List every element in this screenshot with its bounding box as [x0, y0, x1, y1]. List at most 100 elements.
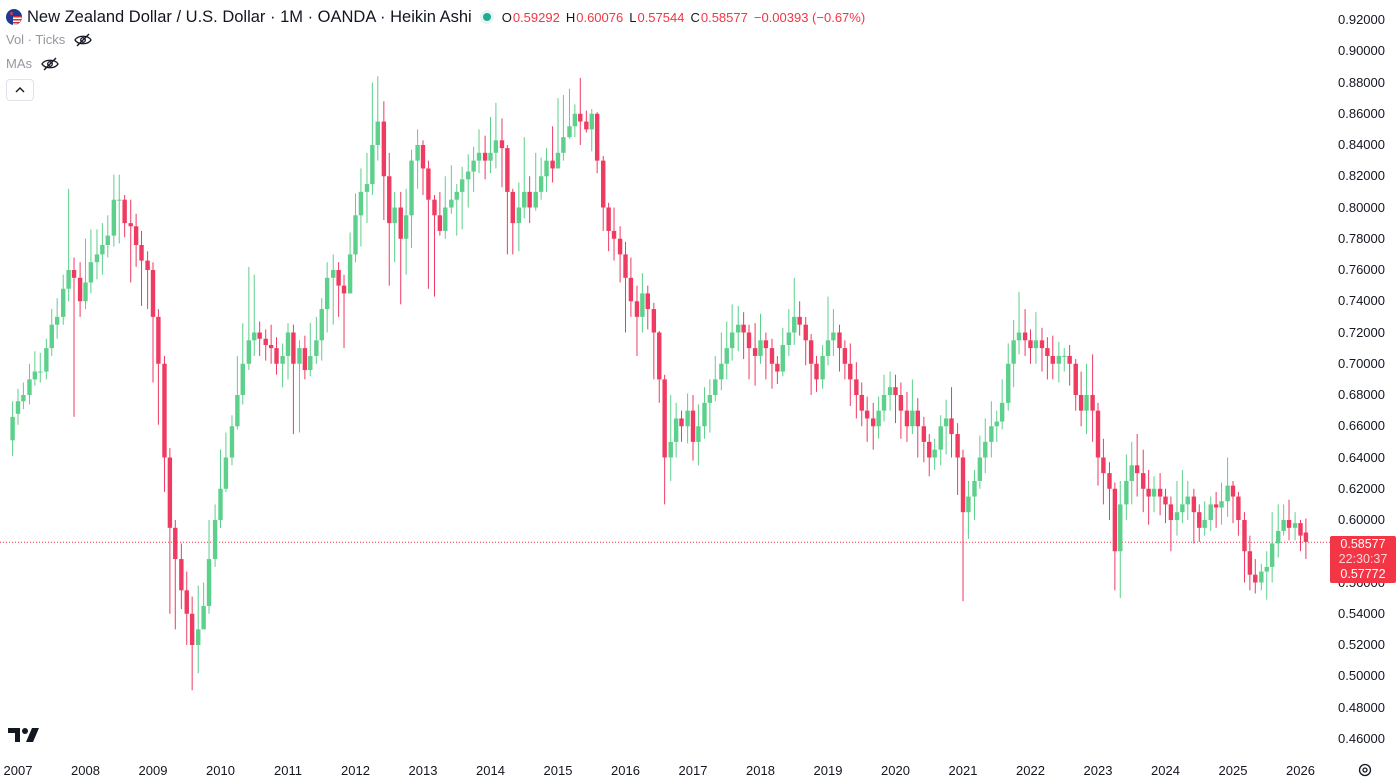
candle-body [780, 345, 785, 372]
candle-body [578, 113, 583, 122]
candle-body [983, 441, 988, 458]
candle-body [38, 371, 43, 373]
candle-body [1219, 501, 1224, 508]
candle-body [314, 340, 319, 356]
candle-body [10, 416, 15, 441]
candle-body [162, 363, 167, 458]
candle-body [432, 199, 437, 216]
market-status-icon[interactable] [479, 10, 494, 24]
last-price-label: 0.58577 22:30:37 [1330, 536, 1396, 570]
candle-body [910, 410, 915, 427]
candle-body [387, 176, 392, 224]
symbol-title[interactable]: New Zealand Dollar / U.S. Dollar · 1M · … [27, 7, 472, 26]
eye-off-icon[interactable] [74, 33, 93, 47]
candle-body [893, 387, 898, 395]
candle-body [1129, 465, 1134, 481]
candle-body [977, 457, 983, 481]
candle-body [746, 332, 752, 349]
price-tick-label: 0.62000 [1338, 480, 1385, 496]
candle-body [100, 245, 105, 255]
candle-body [297, 348, 302, 364]
candle-body [392, 207, 397, 224]
candle-body [403, 215, 409, 239]
time-tick-label: 2024 [1151, 763, 1180, 778]
candle-body [454, 191, 459, 200]
time-tick-label: 2014 [476, 763, 505, 778]
nz-us-flag-icon [6, 9, 22, 25]
candle-body [854, 379, 859, 395]
price-tick-label: 0.54000 [1338, 605, 1385, 621]
candle-body [1073, 363, 1078, 395]
candle-body [628, 277, 634, 302]
candle-body [837, 332, 842, 349]
candle-body [54, 316, 60, 325]
time-tick-label: 2015 [543, 763, 573, 778]
candle-body [606, 207, 611, 231]
close-label: C [690, 9, 700, 25]
candle-body [381, 121, 387, 177]
change-value: −0.00393 (−0.67%) [753, 9, 866, 25]
candle-body [437, 215, 443, 231]
candle-body [49, 324, 54, 349]
price-tick-label: 0.82000 [1338, 168, 1385, 184]
gear-icon[interactable] [1357, 762, 1373, 778]
candle-body [904, 410, 910, 427]
open-price-label: 0.57772 [1330, 566, 1396, 583]
candle-body [763, 340, 769, 349]
candle-body [668, 441, 673, 458]
candle-body [415, 145, 420, 161]
candle-body [1168, 504, 1174, 520]
candle-body [21, 395, 26, 402]
volume-indicator-legend[interactable]: Vol · Ticks [6, 32, 93, 47]
candle-body [223, 457, 229, 489]
candle-body [1146, 488, 1151, 497]
eye-off-icon[interactable] [41, 57, 59, 71]
candle-body [229, 426, 235, 458]
candle-body [617, 238, 623, 255]
time-tick-label: 2009 [138, 763, 168, 778]
candle-body [1124, 480, 1129, 505]
candle-body [685, 410, 690, 427]
symbol-legend[interactable]: New Zealand Dollar / U.S. Dollar · 1M · … [6, 6, 865, 28]
high-value: 0.60076 [576, 9, 624, 25]
candle-body [1303, 532, 1309, 542]
candle-body [645, 293, 650, 310]
candle-body [938, 426, 943, 450]
ma-indicator-label[interactable]: MAs [6, 56, 32, 71]
candle-body [797, 316, 802, 325]
candle-body [752, 348, 758, 356]
tradingview-logo-icon[interactable] [8, 727, 40, 743]
candle-body [572, 113, 578, 127]
candle-body [1247, 551, 1253, 575]
candle-body [915, 410, 920, 427]
price-tick-label: 0.86000 [1338, 105, 1385, 121]
candle-body [488, 152, 493, 161]
candle-body [111, 199, 117, 236]
candle-body [808, 340, 814, 364]
candle-body [871, 418, 876, 427]
candle-body [71, 270, 77, 278]
candle-body [1078, 395, 1084, 411]
candle-body [803, 324, 808, 341]
candle-body [550, 160, 555, 169]
candle-body [466, 171, 471, 180]
candle-body [88, 262, 94, 283]
candle-body [611, 230, 617, 239]
volume-indicator-label[interactable]: Vol · Ticks [6, 32, 66, 47]
candle-body [640, 293, 645, 317]
candle-body [1118, 504, 1123, 552]
collapse-legend-button[interactable] [6, 79, 34, 101]
price-tick-label: 0.72000 [1338, 324, 1385, 340]
candle-body [825, 340, 831, 356]
candle-body [533, 191, 538, 208]
candle-body [544, 160, 549, 177]
ma-indicator-legend[interactable]: MAs [6, 56, 59, 71]
candle-body [1084, 395, 1089, 411]
candle-body [94, 254, 100, 263]
candle-body [167, 457, 173, 528]
candle-body [842, 348, 848, 364]
candle-body [83, 282, 88, 302]
price-tick-label: 0.48000 [1338, 699, 1385, 715]
candle-body [601, 160, 606, 208]
